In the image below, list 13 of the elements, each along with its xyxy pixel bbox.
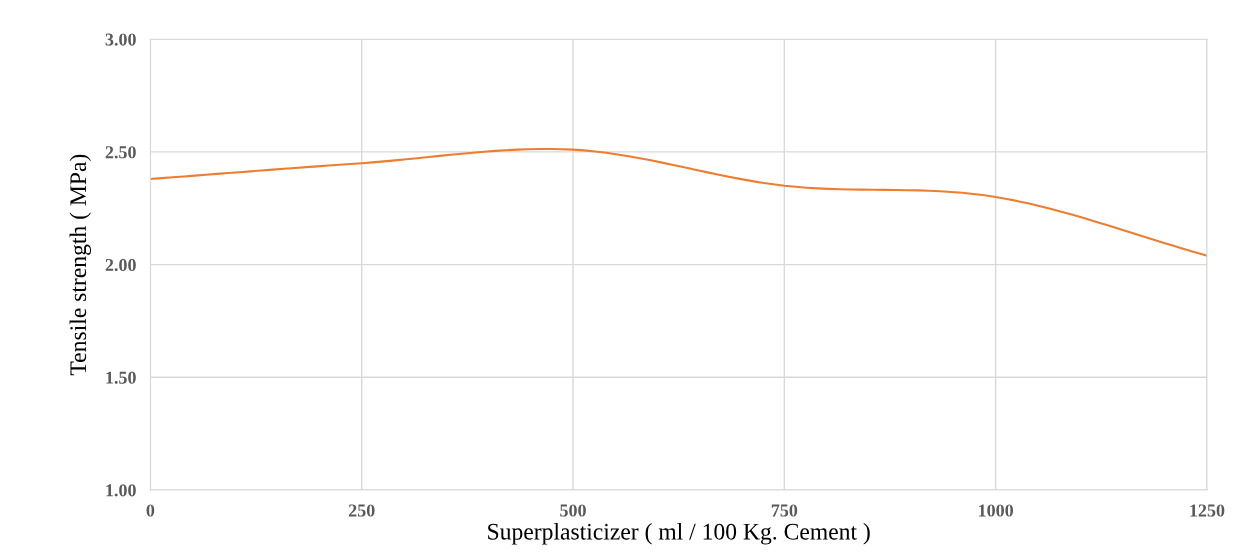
x-tick-label: 0 — [146, 504, 155, 517]
y-axis-title: Tensile strength ( MPa) — [69, 154, 92, 376]
y-tick-label: 1.00 — [106, 484, 136, 497]
x-axis-title: Superplasticizer ( ml / 100 Kg. Cement ) — [488, 523, 870, 545]
x-tick-label: 250 — [348, 504, 375, 517]
x-tick-label: 1250 — [1190, 504, 1225, 517]
y-tick-label: 3.00 — [105, 33, 136, 46]
x-tick-label: 500 — [560, 504, 586, 517]
x-tick-label: 1000 — [979, 504, 1014, 517]
x-tick-label: 750 — [771, 504, 798, 517]
y-tick-label: 1.50 — [106, 371, 136, 384]
y-tick-label: 2.50 — [105, 146, 136, 159]
y-tick-label: 2.00 — [105, 258, 136, 272]
